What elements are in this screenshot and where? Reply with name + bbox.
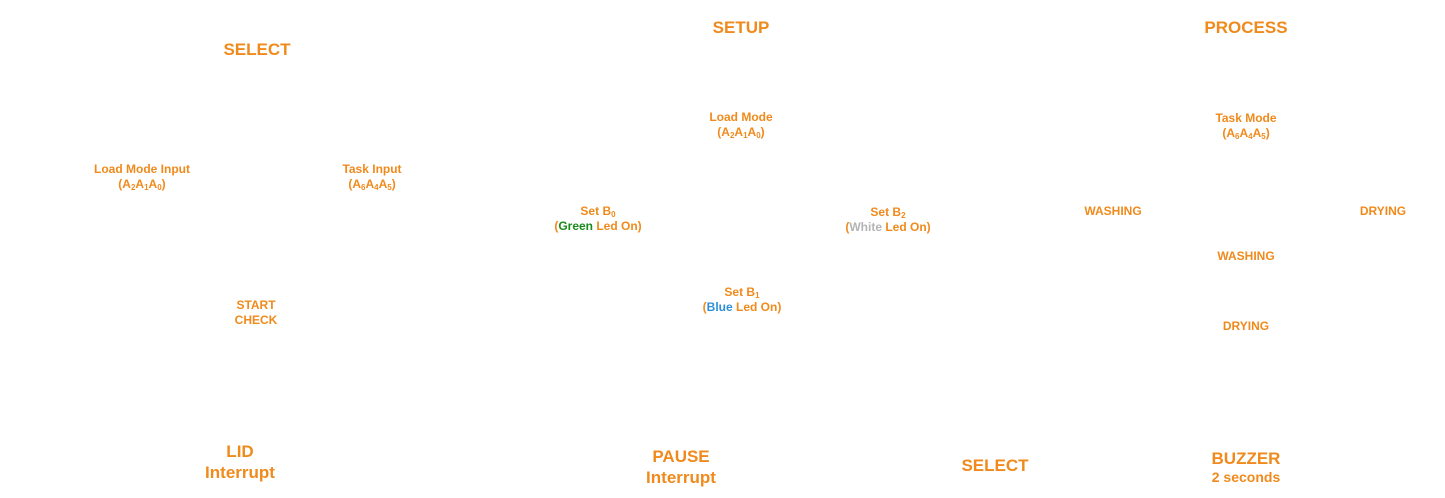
drying-right-label: DRYING xyxy=(1359,204,1407,218)
drying-right-node: DRYING xyxy=(1360,204,1406,219)
task-mode-node: Task Mode (A6A4A5) xyxy=(1215,111,1276,141)
process-header-text: PROCESS xyxy=(1204,18,1288,37)
start-check-node: START CHECK xyxy=(235,298,278,328)
load-mode-label: Load Mode xyxy=(709,110,773,124)
washing-left-label: WASHING xyxy=(1084,204,1142,218)
task-input-label: Task Input xyxy=(342,162,402,176)
buzzer-duration: 2 seconds xyxy=(1211,469,1281,486)
task-input-bits: (A6A4A5) xyxy=(348,177,396,192)
task-mode-bits: (A6A4A5) xyxy=(1222,126,1270,141)
blue-led-word: Blue xyxy=(706,300,733,314)
lid-interrupt-node: LID Interrupt xyxy=(205,441,275,484)
pause-label: PAUSE xyxy=(652,447,710,466)
setup-header: SETUP xyxy=(713,18,770,38)
set-b0-node: Set B0 (Green Led On) xyxy=(554,204,641,234)
buzzer-label: BUZZER xyxy=(1211,449,1281,468)
washing-center-label: WASHING xyxy=(1217,249,1275,263)
white-led-word: White xyxy=(849,220,882,234)
select-header: SELECT xyxy=(223,40,290,60)
start-check-line2: CHECK xyxy=(234,313,278,327)
set-b1-label: Set B1 xyxy=(724,285,760,300)
set-b2-node: Set B2 (White Led On) xyxy=(845,205,930,235)
set-b1-node: Set B1 (Blue Led On) xyxy=(703,285,782,315)
set-b1-led: (Blue Led On) xyxy=(702,300,782,314)
washing-center-node: WASHING xyxy=(1217,249,1274,264)
drying-center-label: DRYING xyxy=(1222,319,1270,333)
load-mode-input-label: Load Mode Input xyxy=(94,162,190,176)
load-mode-bits: (A2A1A0) xyxy=(717,125,765,140)
select-header-text: SELECT xyxy=(223,40,291,59)
setup-header-text: SETUP xyxy=(712,18,770,37)
set-b2-label: Set B2 xyxy=(870,205,906,220)
task-input-node: Task Input (A6A4A5) xyxy=(342,162,401,192)
set-b0-led: (Green Led On) xyxy=(554,219,642,233)
pause-interrupt-label: Interrupt xyxy=(646,468,716,488)
lid-label: LID xyxy=(226,442,254,461)
set-b0-label: Set B0 xyxy=(580,204,616,219)
load-mode-input-bits: (A2A1A0) xyxy=(118,177,166,192)
pause-interrupt-node: PAUSE Interrupt xyxy=(646,446,716,489)
lid-interrupt-label: Interrupt xyxy=(205,463,275,483)
green-led-word: Green xyxy=(558,219,594,233)
task-mode-label: Task Mode xyxy=(1215,111,1277,125)
set-b2-led: (White Led On) xyxy=(845,220,931,234)
start-check-line1: START xyxy=(236,298,276,312)
select-footer-label: SELECT xyxy=(961,456,1029,475)
buzzer-node: BUZZER 2 seconds xyxy=(1212,448,1281,487)
load-mode-input-node: Load Mode Input (A2A1A0) xyxy=(94,162,190,192)
washing-left-node: WASHING xyxy=(1084,204,1141,219)
process-header: PROCESS xyxy=(1204,18,1287,38)
drying-center-node: DRYING xyxy=(1223,319,1269,334)
select-footer-node: SELECT xyxy=(961,456,1028,476)
load-mode-node: Load Mode (A2A1A0) xyxy=(709,110,772,140)
